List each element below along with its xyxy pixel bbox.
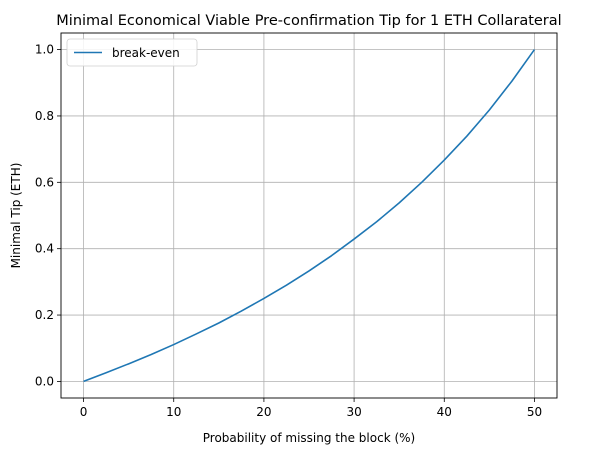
x-tick-label: 50 <box>527 405 542 419</box>
legend: break-even <box>66 38 198 67</box>
x-tick-label: 30 <box>346 405 361 419</box>
x-tick-label: 20 <box>256 405 271 419</box>
x-axis: 0 10 20 30 40 50 <box>80 398 542 419</box>
series-layer <box>83 49 536 383</box>
x-tick-label: 40 <box>437 405 452 419</box>
y-axis: 0.0 0.2 0.4 0.6 0.8 1.0 <box>35 43 61 388</box>
y-tick-label: 0.4 <box>35 242 54 256</box>
y-tick-label: 0.8 <box>35 109 54 123</box>
y-axis-label: Minimal Tip (ETH) <box>9 163 23 269</box>
chart-title: Minimal Economical Viable Pre-confirmati… <box>56 13 561 29</box>
plot-area-frame <box>60 32 558 399</box>
series-line-break-even <box>83 49 536 383</box>
x-tick-label: 0 <box>80 405 88 419</box>
legend-box <box>66 38 198 67</box>
y-tick-label: 0.6 <box>35 175 54 189</box>
y-tick-label: 0.2 <box>35 308 54 322</box>
legend-label: break-even <box>112 46 180 60</box>
y-tick-label: 1.0 <box>35 43 54 57</box>
y-tick-label: 0.0 <box>35 374 54 388</box>
x-axis-label: Probability of missing the block (%) <box>203 431 415 445</box>
x-tick-label: 10 <box>166 405 181 419</box>
